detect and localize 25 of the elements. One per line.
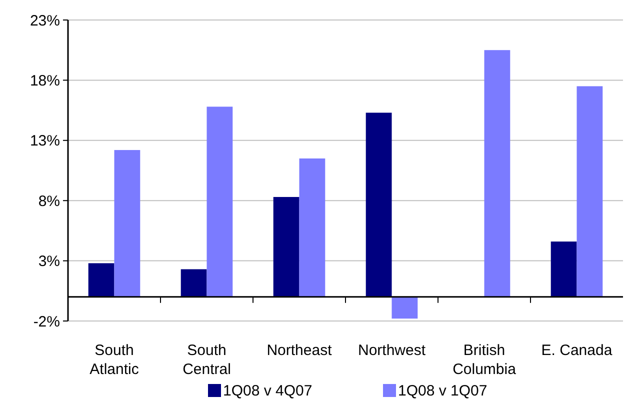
bar xyxy=(576,86,603,297)
bar xyxy=(206,106,233,297)
bar xyxy=(550,242,577,297)
bar xyxy=(114,150,140,297)
x-tick-label: British Columbia xyxy=(452,342,517,378)
x-tick-label: Northwest xyxy=(358,342,426,359)
x-tick-label: Northeast xyxy=(266,342,333,359)
bar xyxy=(392,296,418,319)
y-tick-label: -2% xyxy=(33,313,60,330)
bar xyxy=(484,50,510,297)
x-tick-label: South Central xyxy=(182,342,231,378)
y-tick-label: 23% xyxy=(30,12,60,30)
bar xyxy=(273,196,300,297)
y-tick-label: 18% xyxy=(30,72,60,90)
legend-label: 1Q08 v 1Q07 xyxy=(398,382,488,400)
legend-label: 1Q08 v 4Q07 xyxy=(223,382,312,400)
x-tick-label: E. Canada xyxy=(541,342,613,359)
bar xyxy=(180,269,207,297)
bar xyxy=(299,158,326,297)
x-tick-label: South Atlantic xyxy=(90,342,140,378)
y-tick-label: 13% xyxy=(30,132,60,150)
bar xyxy=(88,263,114,297)
bar xyxy=(366,112,392,297)
y-tick-label: 3% xyxy=(38,253,60,270)
y-tick-label: 8% xyxy=(38,192,60,210)
